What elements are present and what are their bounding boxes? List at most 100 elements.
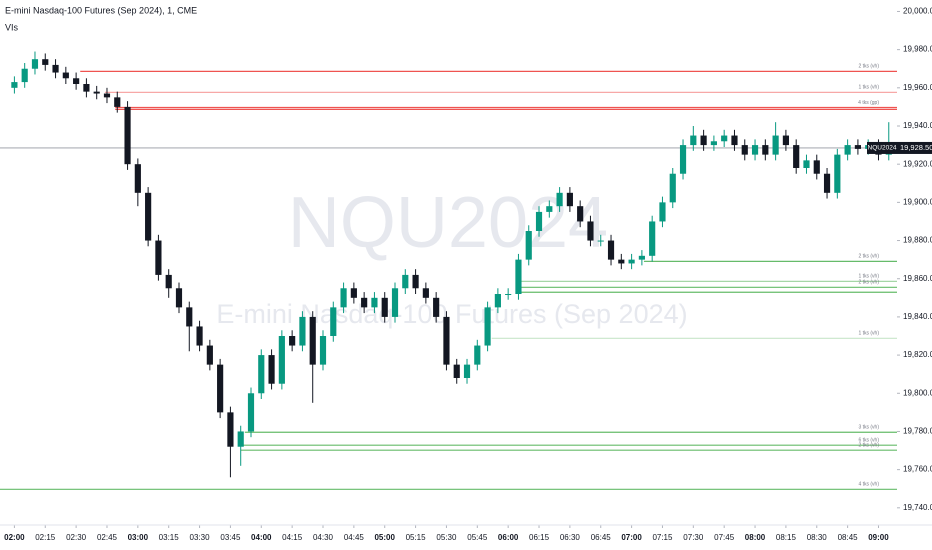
candle-body: [114, 97, 121, 107]
candle-body: [412, 274, 419, 289]
candle-body: [782, 135, 789, 146]
candle-body: [371, 297, 378, 308]
candle-body: [669, 173, 676, 203]
candle-body: [52, 64, 59, 73]
y-tick-label: 19,900.00: [903, 197, 932, 206]
candle-body: [350, 288, 357, 298]
candle-body: [391, 288, 399, 317]
candle-body: [422, 288, 429, 298]
candle-body: [659, 202, 666, 222]
x-tick-label: 05:15: [406, 533, 427, 542]
candle-body: [340, 288, 347, 308]
candle-body: [93, 91, 100, 94]
candle-body: [134, 164, 141, 193]
candle-body: [31, 59, 39, 69]
candle-body: [402, 274, 409, 289]
x-tick-label: 08:15: [776, 533, 797, 542]
x-tick-label: 08:30: [807, 533, 828, 542]
candle-body: [607, 240, 615, 260]
x-tick-label: 07:00: [621, 533, 642, 542]
candle-body: [700, 135, 707, 146]
candle-body: [721, 135, 728, 142]
x-tick-label: 04:45: [344, 533, 365, 542]
price-label: 19,928.50: [900, 143, 932, 152]
watermark-subtitle: E-mini Nasdaq-100 Futures (Sep 2024): [216, 299, 687, 329]
candle-body: [649, 221, 656, 256]
candle-body: [823, 173, 831, 193]
candle-body: [258, 355, 265, 394]
x-tick-label: 09:00: [868, 533, 889, 542]
candle-body: [11, 82, 18, 88]
candle-body: [73, 78, 80, 84]
candle-body: [196, 326, 203, 346]
candle-body: [268, 355, 275, 384]
candle-body: [155, 240, 162, 275]
level-label: 2 tks (vh): [858, 280, 879, 286]
candle-body: [741, 145, 748, 155]
candle-body: [289, 336, 296, 346]
x-tick-label: 04:00: [251, 533, 272, 542]
x-tick-label: 04:30: [313, 533, 334, 542]
candle-body: [278, 336, 285, 384]
x-tick-label: 06:15: [529, 533, 550, 542]
candle-body: [494, 294, 501, 308]
candle-body: [62, 72, 69, 79]
y-tick-label: 20,000.00: [903, 7, 932, 16]
candle-body: [83, 84, 90, 92]
y-tick-label: 19,800.00: [903, 388, 932, 397]
candle-body: [175, 288, 183, 308]
candle-body: [463, 364, 471, 378]
x-tick-label: 03:15: [159, 533, 180, 542]
candle-body: [361, 297, 368, 308]
candle-body: [597, 240, 604, 242]
candle-body: [710, 141, 717, 146]
candle-body: [453, 364, 460, 378]
y-tick-label: 19,920.00: [903, 159, 932, 168]
x-tick-label: 03:00: [128, 533, 149, 542]
candle-body: [381, 297, 388, 317]
plot-area: 20,000.00 19,980.00 19,960.00 19,940.00 19,9…: [0, 7, 932, 542]
chart-title: E-mini Nasdaq-100 Futures (Sep 2024), 1,…: [5, 5, 197, 15]
x-tick-label: 08:00: [745, 533, 766, 542]
level-label: 1 tks (vh): [858, 85, 879, 91]
candle-body: [803, 160, 810, 168]
candle-body: [505, 294, 512, 295]
level-label: 4 tks (gp): [858, 100, 879, 106]
symbol-badge: [867, 141, 897, 154]
candle-body: [217, 364, 224, 413]
candle-body: [793, 145, 800, 168]
candle-body: [535, 211, 543, 231]
x-tick-label: 07:15: [652, 533, 673, 542]
symbol-label: NQU2024: [868, 145, 897, 152]
level-label: 2 tks (vh): [858, 254, 879, 260]
y-tick-label: 19,880.00: [903, 236, 932, 245]
y-tick-label: 19,980.00: [903, 45, 932, 54]
x-tick-label: 06:45: [591, 533, 612, 542]
y-tick-label: 19,960.00: [903, 83, 932, 92]
x-tick-label: 08:45: [838, 533, 859, 542]
y-tick-label: 19,740.00: [903, 503, 932, 512]
level-label: 3 tks (vh): [858, 425, 879, 431]
level-label: 2 tks (vh): [858, 64, 879, 70]
candle-body: [103, 93, 111, 98]
candle-body: [299, 316, 306, 346]
x-tick-label: 06:00: [498, 533, 519, 542]
y-tick-label: 19,760.00: [903, 465, 932, 474]
candle-body: [772, 135, 779, 155]
candle-body: [844, 145, 851, 155]
x-tick-label: 03:30: [190, 533, 211, 542]
candle-body: [42, 59, 49, 65]
candle-body: [762, 145, 769, 155]
candle-body: [227, 412, 234, 447]
candle-body: [556, 192, 563, 207]
x-tick-label: 07:45: [714, 533, 735, 542]
candle-body: [484, 307, 491, 346]
candle-body: [247, 393, 255, 432]
candle-body: [474, 345, 481, 365]
candle-body: [433, 297, 440, 317]
candle-body: [145, 192, 152, 241]
candle-body: [21, 68, 28, 83]
candle-body: [731, 135, 738, 146]
y-tick-label: 19,780.00: [903, 427, 932, 436]
candle-body: [525, 231, 532, 260]
